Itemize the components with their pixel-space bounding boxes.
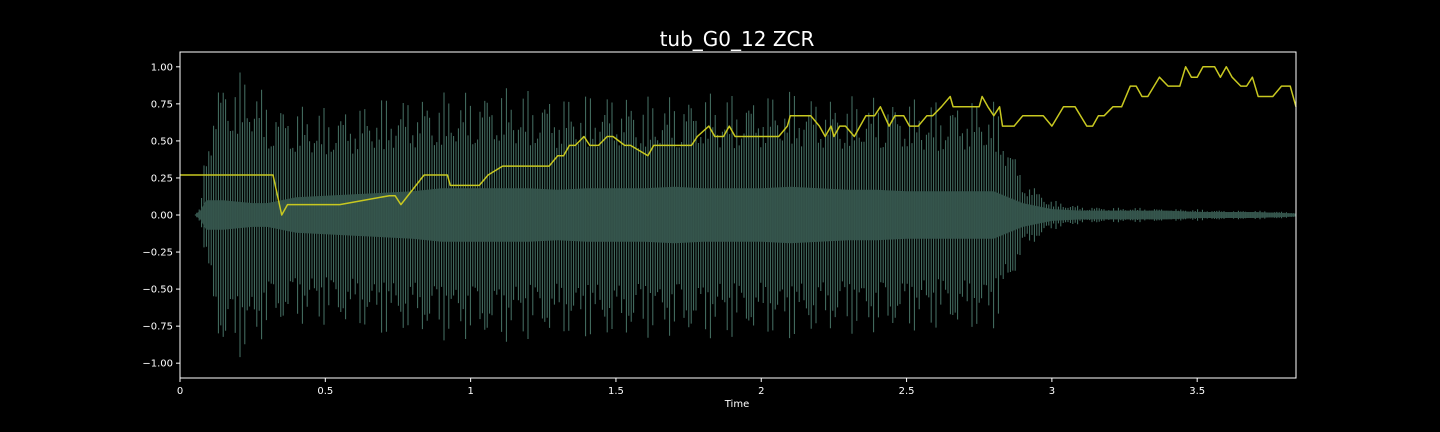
x-tick-label: 2 bbox=[758, 386, 764, 397]
y-tick-label: 0.25 bbox=[151, 173, 173, 184]
y-tick-label: 0.00 bbox=[151, 211, 173, 222]
x-tick-label: 0.5 bbox=[317, 386, 333, 397]
y-tick-label: −1.00 bbox=[142, 359, 173, 370]
y-tick-label: 0.75 bbox=[151, 99, 173, 110]
y-tick-label: −0.25 bbox=[142, 248, 173, 259]
y-tick-label: −0.75 bbox=[142, 322, 173, 333]
axes: 0 0.5 1 1.5 2 2.5 3 3.5 1.00 0.75 0.50 0.25 0.00 −0.2… bbox=[142, 51, 1297, 397]
plot-area bbox=[180, 66, 1297, 358]
zcr-line bbox=[180, 66, 1297, 216]
x-tick-label: 1 bbox=[467, 386, 473, 397]
waveform-core bbox=[180, 186, 1296, 244]
y-tick-label: −0.50 bbox=[142, 285, 173, 296]
x-tick-label: 3.5 bbox=[1189, 386, 1205, 397]
x-tick-label: 3 bbox=[1049, 386, 1055, 397]
y-tick-label: 1.00 bbox=[151, 62, 173, 73]
y-tick-label: 0.50 bbox=[151, 136, 173, 147]
x-tick-label: 2.5 bbox=[899, 386, 915, 397]
x-axis-label: Time bbox=[724, 399, 749, 410]
x-tick-label: 1.5 bbox=[608, 386, 624, 397]
chart-title: tub_G0_12 ZCR bbox=[660, 27, 815, 51]
x-tick-label: 0 bbox=[177, 386, 183, 397]
waveform-series bbox=[180, 72, 1296, 358]
